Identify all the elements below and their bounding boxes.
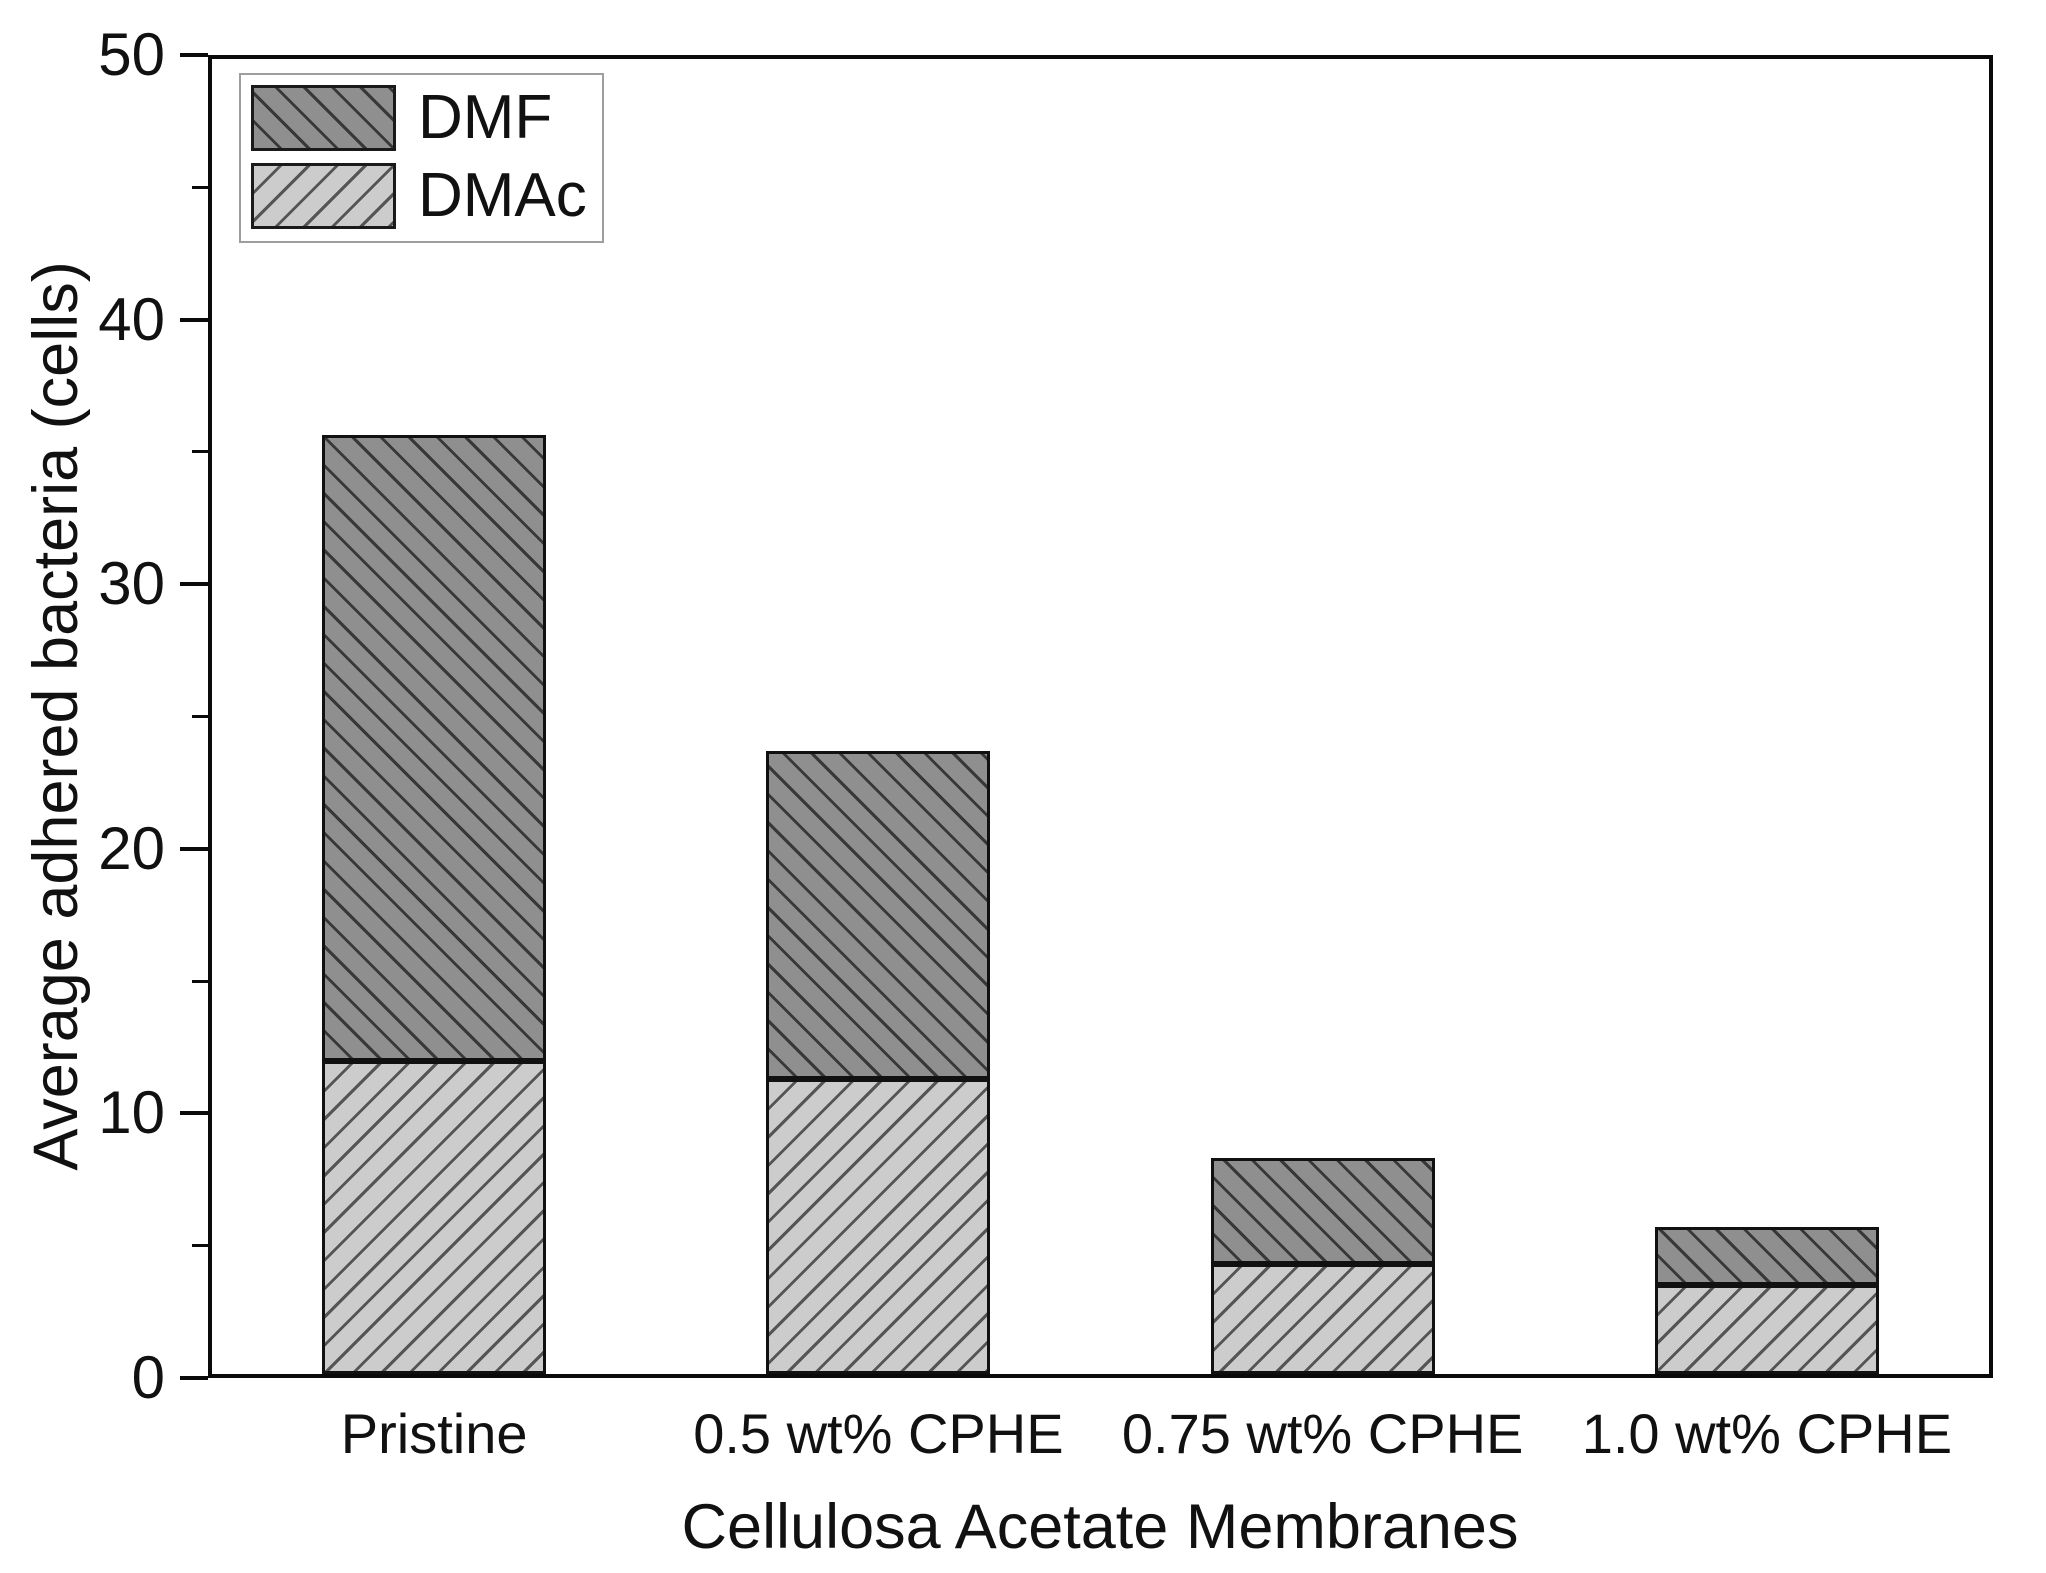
- legend: DMF DMAc: [239, 73, 604, 243]
- legend-row-dmf: DMF: [251, 85, 552, 151]
- y-tick-minor: [192, 715, 208, 718]
- y-tick-label: 20: [98, 814, 165, 882]
- legend-label-dmf: DMF: [418, 83, 553, 152]
- y-tick-label: 50: [98, 21, 165, 88]
- legend-row-dmac: DMAc: [251, 163, 587, 229]
- bar-segment-dmac: [1210, 1263, 1435, 1374]
- y-tick-major: [180, 53, 208, 57]
- legend-swatch-dmac-icon: [251, 163, 396, 229]
- y-tick-label: 0: [131, 1344, 165, 1411]
- bar-segment-dmac: [322, 1061, 547, 1374]
- bar-segment-dmf: [322, 435, 547, 1062]
- legend-swatch-dmf-icon: [251, 85, 396, 151]
- y-tick-major: [180, 1376, 208, 1380]
- legend-label-dmac: DMAc: [418, 161, 587, 230]
- y-tick-major: [180, 1111, 208, 1116]
- y-tick-major: [180, 582, 208, 587]
- y-axis-title: Average adhered bacteria (cells): [21, 261, 91, 1171]
- y-tick-label: 40: [98, 285, 165, 353]
- y-tick-minor: [192, 1244, 208, 1248]
- bar-segment-dmac: [1654, 1284, 1879, 1374]
- bar-segment-dmac: [766, 1079, 991, 1374]
- x-tick-label: Pristine: [340, 1402, 528, 1465]
- x-tick-label: 0.75 wt% CPHE: [1121, 1402, 1524, 1465]
- bar-segment-dmf: [1654, 1226, 1879, 1285]
- y-tick-minor: [192, 185, 208, 189]
- bar-segment-dmf: [1210, 1158, 1435, 1264]
- bar-segment-dmf: [766, 750, 991, 1080]
- y-tick-major: [180, 317, 208, 322]
- x-tick-label: 0.5 wt% CPHE: [693, 1402, 1064, 1465]
- y-tick-label: 30: [98, 550, 165, 618]
- y-tick-major: [180, 846, 208, 851]
- y-tick-minor: [192, 450, 208, 454]
- y-tick-minor: [192, 979, 208, 983]
- x-tick-label: 1.0 wt% CPHE: [1581, 1402, 1953, 1465]
- plot-area: [208, 55, 1993, 1378]
- x-axis-title: Cellulosa Acetate Membranes: [681, 1492, 1519, 1562]
- y-tick-label: 10: [98, 1079, 165, 1147]
